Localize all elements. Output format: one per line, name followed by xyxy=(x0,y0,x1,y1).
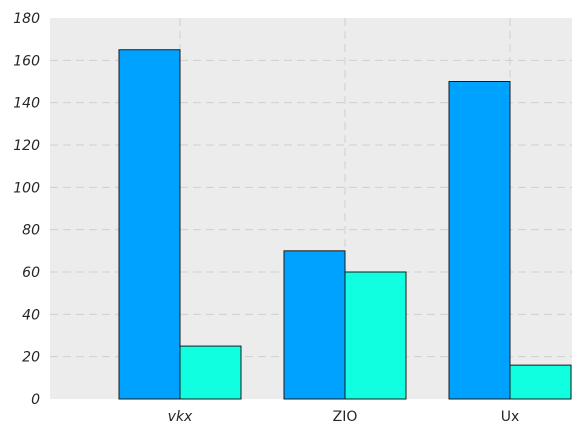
bar-series1-vkx xyxy=(118,49,181,400)
y-tick-label: 0 xyxy=(31,392,40,408)
x-tick-label-ZIO: ZIO xyxy=(333,409,358,425)
y-tick-label: 120 xyxy=(13,138,40,154)
y-tick-label: 40 xyxy=(22,307,40,323)
bar-series2-ZIO xyxy=(344,271,407,400)
x-tick-label-vkx: vkx xyxy=(168,409,193,425)
y-tick-label: 60 xyxy=(22,265,40,281)
x-axis-ticks: vkx ZIO Ux xyxy=(168,409,520,425)
y-tick-label: 20 xyxy=(22,350,40,366)
y-tick-label: 100 xyxy=(13,180,40,196)
y-tick-label: 140 xyxy=(13,96,40,112)
bar-series2-vkx xyxy=(179,345,242,400)
y-axis-ticks: 0 20 40 60 80 100 120 140 160 180 xyxy=(13,11,40,408)
bar-series2-Ux xyxy=(509,364,572,400)
y-tick-label: 80 xyxy=(22,223,40,239)
y-tick-label: 160 xyxy=(13,53,40,69)
bars xyxy=(118,49,572,400)
x-tick-label-Ux: Ux xyxy=(501,409,520,425)
bar-series1-Ux xyxy=(448,81,511,400)
y-tick-label: 180 xyxy=(13,11,40,27)
bar-series1-ZIO xyxy=(283,250,346,400)
